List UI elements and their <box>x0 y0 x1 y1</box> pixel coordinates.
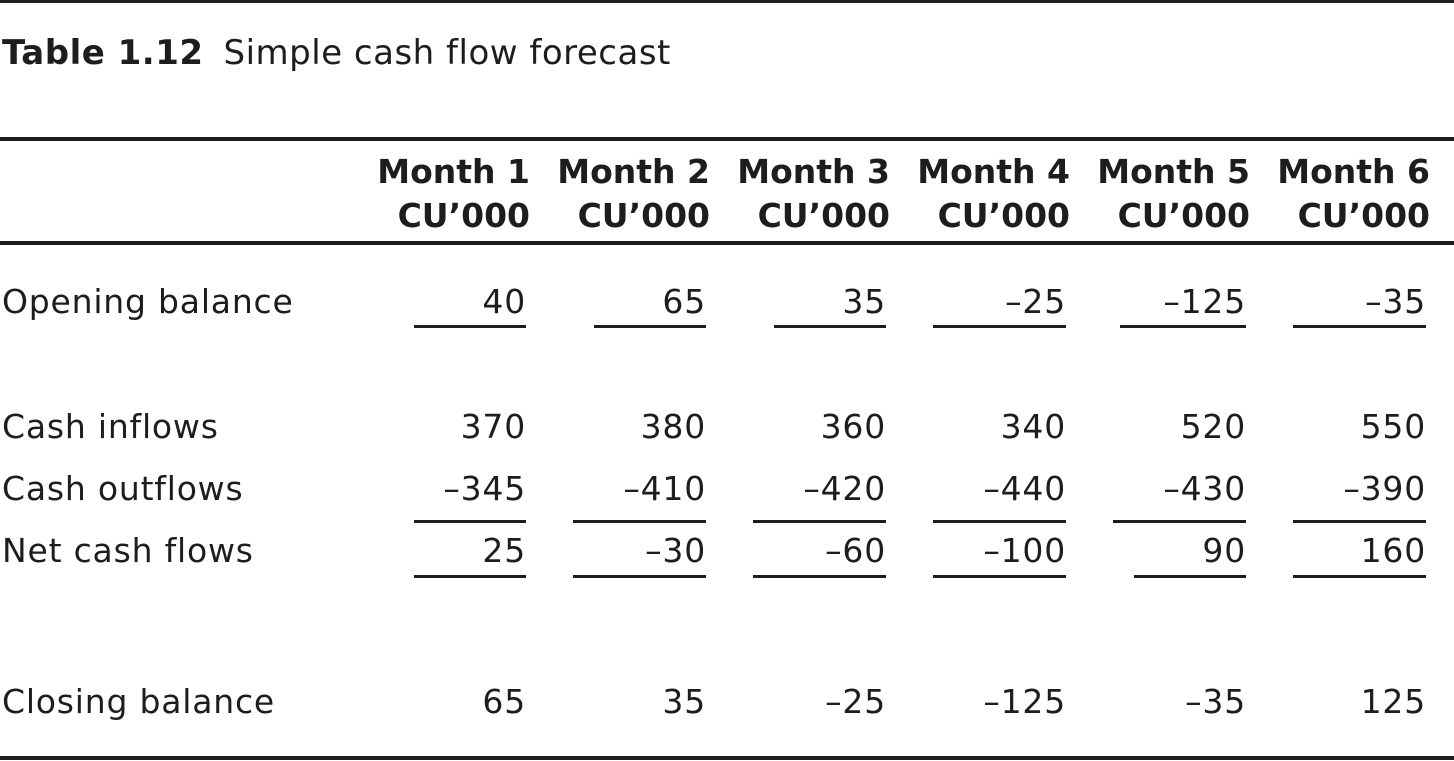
column-header-month-1: Month 1 CU’000 <box>330 150 530 238</box>
subtotal-underline <box>1120 325 1246 328</box>
subtotal-underline <box>933 520 1066 523</box>
column-header-month-6: Month 6 CU’000 <box>1230 150 1430 238</box>
table-cell: –30 <box>645 531 706 570</box>
table-top-rule <box>0 0 1454 3</box>
subtotal-underline <box>1134 575 1246 578</box>
table-cell: –345 <box>443 469 526 508</box>
row-label-cash-outflows: Cash outflows <box>2 469 244 508</box>
row-label-cash-inflows: Cash inflows <box>2 407 219 446</box>
subtotal-underline <box>933 575 1066 578</box>
header-bottom-rule <box>0 241 1454 245</box>
table-cell: 340 <box>1000 407 1066 446</box>
table-cell: –25 <box>1005 282 1066 321</box>
subtotal-underline <box>774 325 886 328</box>
column-month: Month 4 <box>917 152 1070 191</box>
subtotal-underline <box>414 575 526 578</box>
table-cell: –390 <box>1343 469 1426 508</box>
table-cell: –60 <box>825 531 886 570</box>
column-month: Month 2 <box>557 152 710 191</box>
subtotal-underline <box>753 520 886 523</box>
row-label-opening-balance: Opening balance <box>2 282 294 321</box>
subtotal-underline <box>1293 575 1426 578</box>
table-cell: –100 <box>983 531 1066 570</box>
subtotal-underline <box>1113 520 1246 523</box>
column-unit: CU’000 <box>397 196 530 235</box>
subtotal-underline <box>573 520 706 523</box>
table-cell: 520 <box>1180 407 1246 446</box>
table-title: Simple cash flow forecast <box>223 33 671 73</box>
row-label-net-cash-flows: Net cash flows <box>2 531 254 570</box>
table-cell: 380 <box>640 407 706 446</box>
subtotal-underline <box>1293 520 1426 523</box>
column-header-month-2: Month 2 CU’000 <box>510 150 710 238</box>
column-month: Month 5 <box>1097 152 1250 191</box>
column-month: Month 6 <box>1277 152 1430 191</box>
column-month: Month 1 <box>377 152 530 191</box>
table-cell: 25 <box>482 531 526 570</box>
table-cell: 125 <box>1360 682 1426 721</box>
column-unit: CU’000 <box>937 196 1070 235</box>
column-header-month-4: Month 4 CU’000 <box>870 150 1070 238</box>
table-cell: –35 <box>1365 282 1426 321</box>
subtotal-underline <box>753 575 886 578</box>
table-cell: –25 <box>825 682 886 721</box>
column-header-month-3: Month 3 CU’000 <box>690 150 890 238</box>
row-label-closing-balance: Closing balance <box>2 682 276 721</box>
subtotal-underline <box>594 325 706 328</box>
table-cell: 360 <box>820 407 886 446</box>
table-bottom-rule <box>0 756 1454 760</box>
table-cell: 550 <box>1360 407 1426 446</box>
table-cell: 35 <box>662 682 706 721</box>
column-unit: CU’000 <box>1117 196 1250 235</box>
subtotal-underline <box>414 325 526 328</box>
column-unit: CU’000 <box>1297 196 1430 235</box>
subtotal-underline <box>1293 325 1426 328</box>
table-cell: –440 <box>983 469 1066 508</box>
table-cell: –125 <box>983 682 1066 721</box>
column-month: Month 3 <box>737 152 890 191</box>
subtotal-underline <box>414 520 526 523</box>
table-cell: 65 <box>482 682 526 721</box>
table-number: Table 1.12 <box>2 33 204 73</box>
table-cell: –430 <box>1163 469 1246 508</box>
table-cell: –125 <box>1163 282 1246 321</box>
table-cell: –35 <box>1185 682 1246 721</box>
subtotal-underline <box>573 575 706 578</box>
header-top-rule <box>0 137 1454 141</box>
column-unit: CU’000 <box>577 196 710 235</box>
table-cell: 370 <box>460 407 526 446</box>
table-cell: 35 <box>842 282 886 321</box>
subtotal-underline <box>933 325 1066 328</box>
table-cell: 65 <box>662 282 706 321</box>
column-unit: CU’000 <box>757 196 890 235</box>
table-caption: Table 1.12 Simple cash flow forecast <box>2 33 671 73</box>
table-cell: 160 <box>1360 531 1426 570</box>
table-cell: –410 <box>623 469 706 508</box>
table-cell: 40 <box>482 282 526 321</box>
column-header-month-5: Month 5 CU’000 <box>1050 150 1250 238</box>
table-cell: 90 <box>1202 531 1246 570</box>
table-cell: –420 <box>803 469 886 508</box>
